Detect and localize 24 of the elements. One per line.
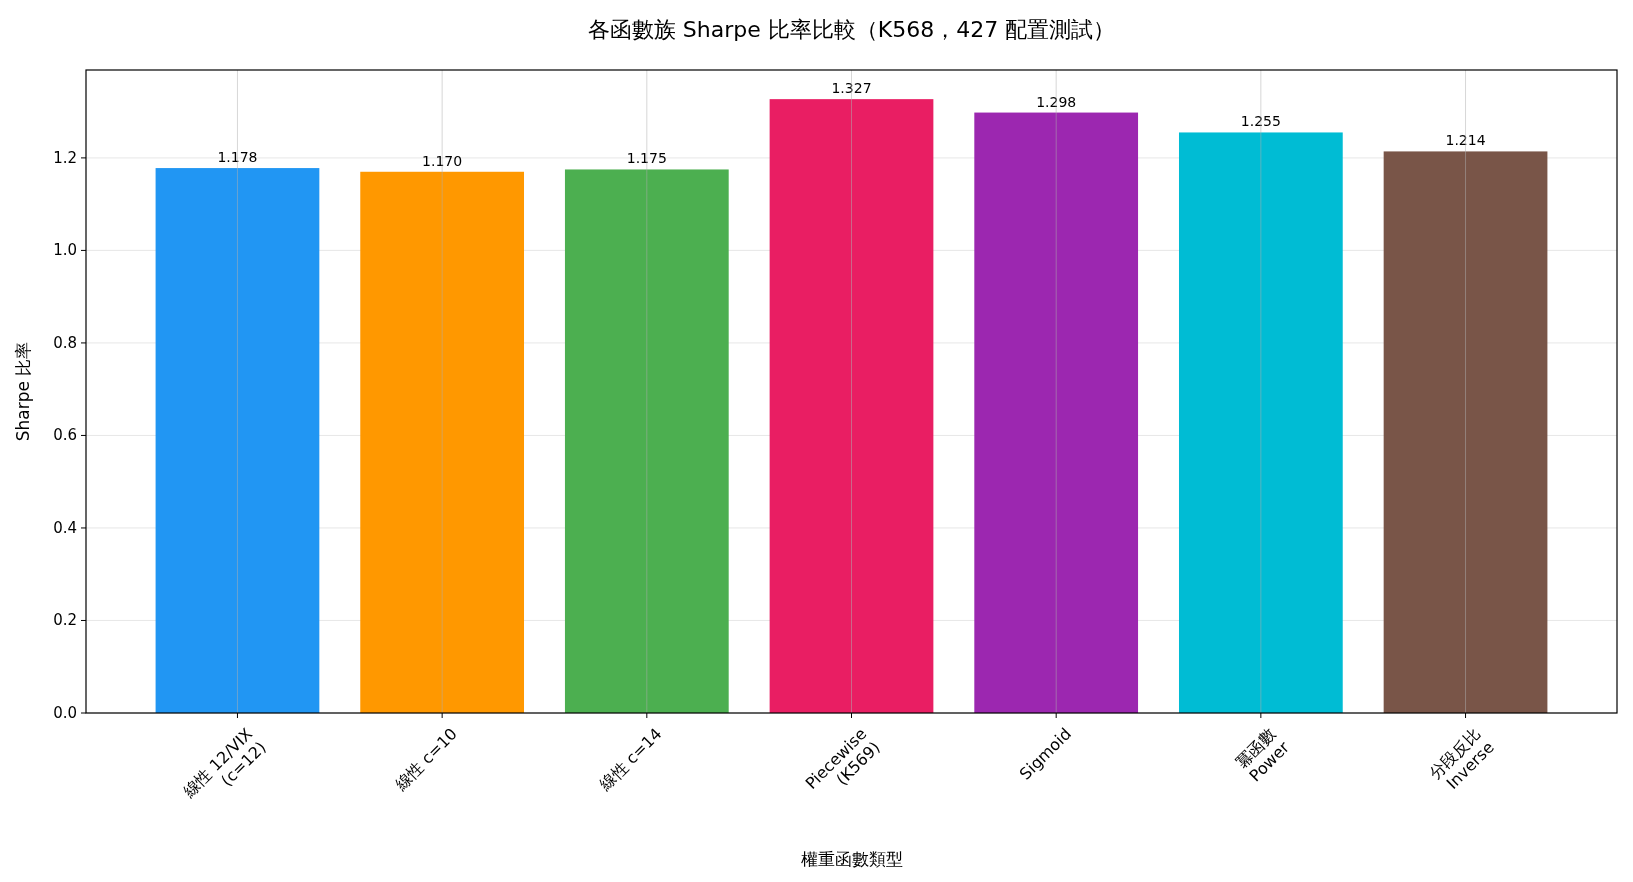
data-label: 1.214 bbox=[1445, 132, 1486, 149]
y-tick-label: 0.8 bbox=[53, 333, 77, 352]
bar bbox=[1178, 132, 1343, 713]
y-tick-label: 0.2 bbox=[53, 611, 77, 630]
data-label: 1.178 bbox=[217, 149, 258, 166]
bar bbox=[155, 168, 320, 713]
y-tick-label: 1.2 bbox=[53, 148, 77, 167]
data-label: 1.170 bbox=[422, 152, 463, 169]
data-label: 1.327 bbox=[831, 80, 872, 97]
bar bbox=[1383, 151, 1548, 713]
y-axis-title: Sharpe 比率 bbox=[13, 341, 33, 442]
chart-title: 各函數族 Sharpe 比率比較（K568，427 配置測試） bbox=[587, 17, 1116, 42]
y-tick-label: 1.0 bbox=[53, 241, 77, 260]
bar bbox=[564, 169, 729, 713]
data-label: 1.175 bbox=[626, 150, 667, 167]
bar bbox=[360, 171, 525, 713]
data-label: 1.255 bbox=[1240, 113, 1281, 130]
bar bbox=[769, 99, 934, 713]
data-label: 1.298 bbox=[1036, 93, 1077, 110]
y-tick-label: 0.4 bbox=[53, 518, 77, 537]
y-tick-label: 0.0 bbox=[53, 704, 77, 722]
bar bbox=[974, 112, 1139, 713]
y-tick-label: 0.6 bbox=[53, 426, 77, 445]
x-axis-title: 權重函數類型 bbox=[800, 849, 903, 869]
